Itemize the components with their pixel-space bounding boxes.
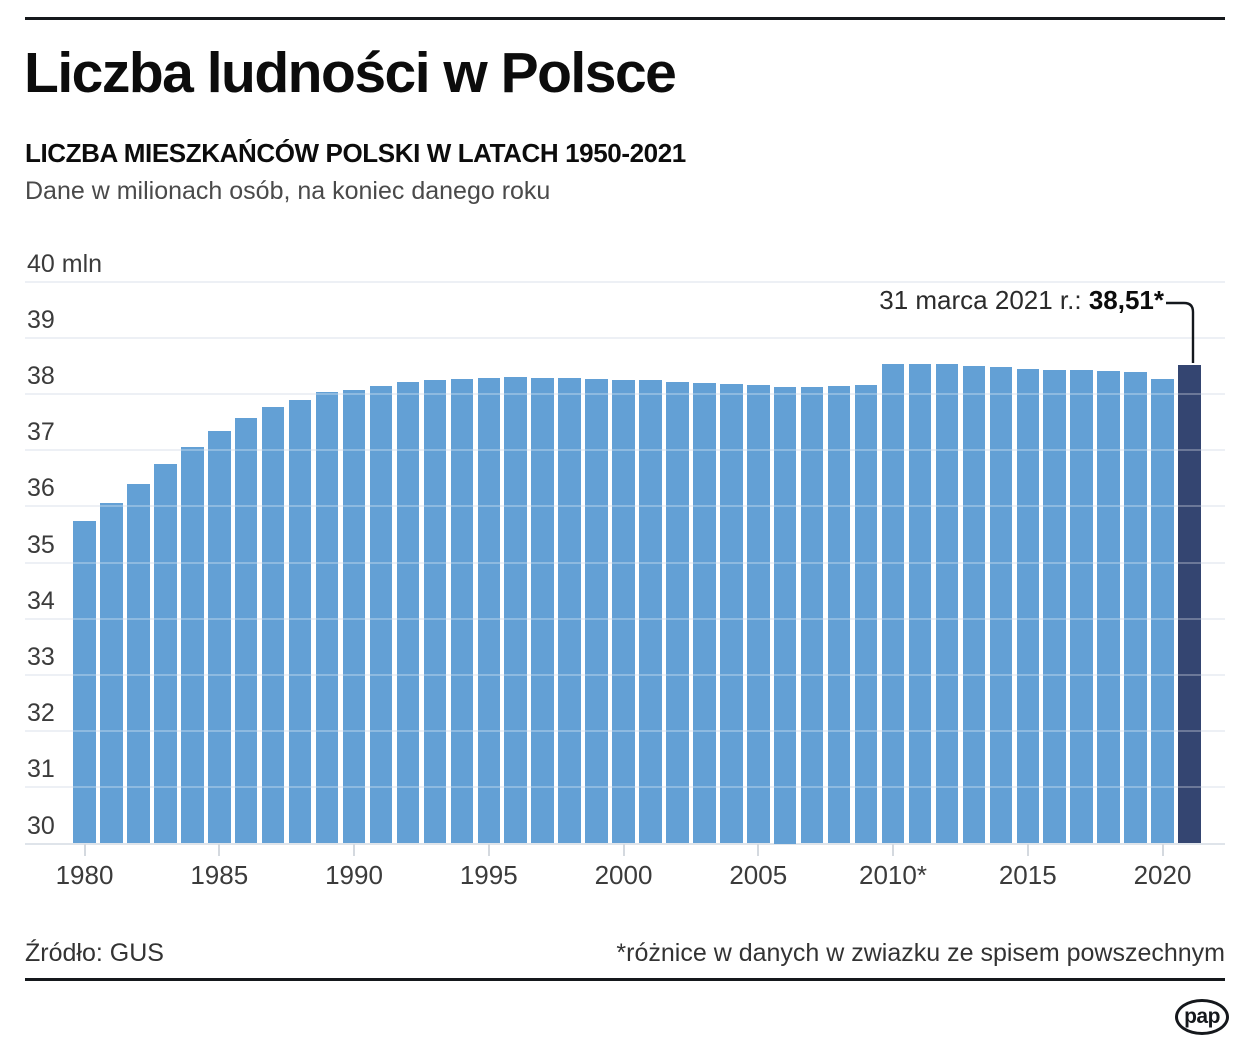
population-bar [693, 383, 716, 844]
y-axis-label: 36 [27, 474, 55, 503]
population-bar [666, 381, 689, 844]
population-bar [720, 384, 743, 844]
population-bar [234, 417, 258, 844]
chart-description: Dane w milionach osób, na koniec danego … [25, 177, 551, 205]
annotation-2021: 31 marca 2021 r.: 38,51* [879, 286, 1164, 315]
population-bar [127, 483, 150, 844]
population-bar [423, 380, 447, 844]
y-axis-label: 33 [27, 642, 55, 671]
bottom-rule [25, 978, 1225, 981]
y-gridline-overlay [25, 449, 1225, 452]
y-axis-label: 30 [27, 811, 55, 840]
population-bar [1151, 379, 1174, 844]
annotation-value: 38,51* [1088, 285, 1164, 315]
population-bar [1070, 369, 1093, 844]
population-bar [773, 386, 797, 844]
y-axis-label: 34 [27, 586, 55, 615]
y-gridline-overlay [25, 730, 1225, 733]
x-axis-tick [487, 843, 490, 856]
population-bar [531, 377, 554, 844]
y-axis-label: 38 [27, 361, 55, 390]
x-axis-label: 2015 [998, 860, 1057, 890]
population-bar [827, 386, 851, 844]
population-bar [962, 366, 986, 844]
y-gridline-overlay [25, 392, 1225, 395]
population-bar [908, 363, 932, 844]
pap-logo: pap [1175, 999, 1229, 1035]
population-bar [639, 380, 662, 844]
x-axis-label: 1980 [55, 860, 114, 890]
y-axis-label: 40 mln [27, 249, 103, 278]
y-axis-label: 37 [27, 418, 55, 447]
population-bar [154, 464, 177, 844]
x-axis-label: 1990 [325, 860, 383, 890]
y-gridline [25, 336, 1225, 339]
population-bar [1097, 370, 1120, 844]
y-gridline-overlay [25, 336, 1225, 339]
x-axis-tick [353, 843, 355, 856]
population-bar [854, 384, 878, 844]
population-bar [800, 387, 824, 844]
plot-baseline [25, 842, 1225, 845]
y-gridline-overlay [25, 786, 1225, 789]
x-axis-tick [218, 843, 221, 856]
x-axis-tick [622, 843, 625, 856]
y-axis-label: 32 [27, 699, 55, 728]
population-bar [73, 521, 96, 844]
y-gridline [25, 280, 1225, 283]
x-axis-label: 2005 [729, 860, 788, 890]
annotation-connector-line [1166, 301, 1195, 363]
population-bar [558, 378, 581, 844]
x-axis-label: 2010* [859, 860, 927, 890]
population-bar [342, 389, 366, 844]
population-bar [935, 363, 959, 844]
population-bar [1016, 369, 1039, 844]
chart-subtitle: LICZBA MIESZKAŃCÓW POLSKI W LATACH 1950-… [25, 138, 686, 168]
x-axis-label: 2020 [1133, 860, 1192, 890]
population-bar [450, 379, 474, 844]
population-bar [369, 385, 393, 844]
population-bar [747, 385, 770, 844]
population-bar [315, 391, 339, 844]
y-gridline-overlay [25, 505, 1225, 508]
y-gridline-overlay [25, 617, 1225, 620]
population-bar [504, 377, 527, 844]
source-label: Źródło: GUS [25, 939, 164, 967]
y-axis-label: 31 [27, 755, 55, 784]
population-bar [881, 364, 905, 844]
annotation-label: 31 marca 2021 r.: [879, 285, 1089, 315]
population-bar-highlighted [1178, 365, 1201, 844]
footnote-label: *różnice w danych w zwiazku ze spisem po… [616, 939, 1225, 967]
y-gridline-overlay [25, 561, 1225, 564]
population-bar [261, 407, 285, 844]
y-gridline-overlay [25, 280, 1225, 283]
y-axis-label: 35 [27, 530, 55, 559]
population-bar [989, 366, 1013, 844]
x-axis-tick [1161, 843, 1164, 856]
page-title: Liczba ludności w Polsce [24, 41, 677, 105]
population-bar [585, 379, 608, 844]
population-bar [100, 502, 123, 844]
population-bar [208, 430, 231, 844]
population-bar [477, 377, 500, 844]
x-axis-label: 1985 [190, 860, 249, 890]
population-bar [181, 446, 204, 844]
y-gridline-overlay [25, 673, 1225, 676]
x-axis-tick [83, 843, 86, 856]
population-bar [288, 400, 312, 844]
pap-logo-text: pap [1184, 1005, 1220, 1028]
population-bar [612, 379, 635, 844]
x-axis-tick [1026, 843, 1029, 856]
top-rule [25, 17, 1225, 20]
x-axis-label: 1995 [459, 860, 518, 890]
population-bar [1124, 372, 1147, 844]
y-axis-label: 39 [27, 305, 55, 334]
x-axis-label: 2000 [594, 860, 653, 890]
x-axis-tick [892, 843, 894, 856]
population-bar [396, 382, 420, 844]
population-bar [1043, 369, 1066, 844]
x-axis-tick [757, 843, 760, 856]
